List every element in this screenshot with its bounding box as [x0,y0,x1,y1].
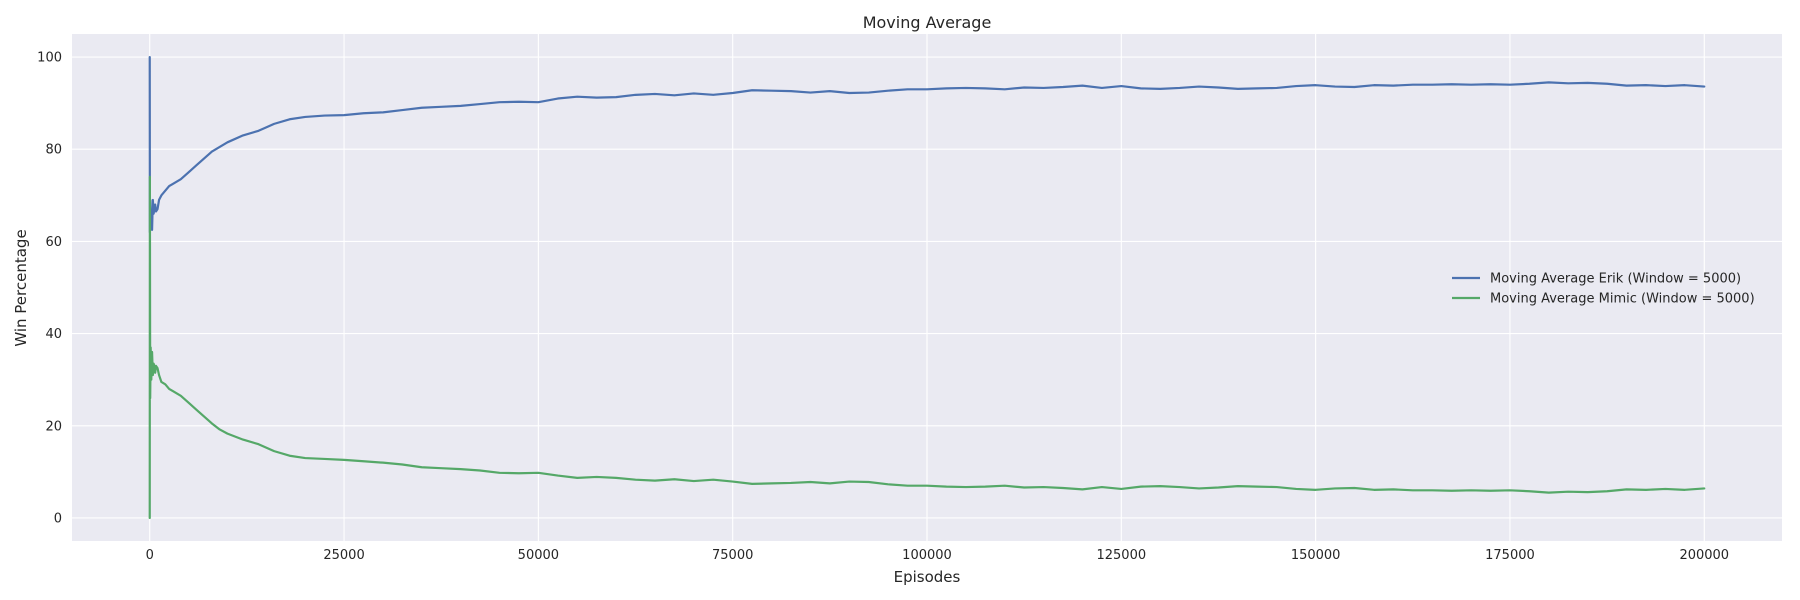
x-tick-label: 175000 [1485,548,1535,563]
x-tick-label: 25000 [323,548,364,563]
series-line-mimic [148,175,1706,520]
x-axis-label: Episodes [894,568,961,586]
legend-label: Moving Average Erik (Window = 5000) [1490,272,1741,287]
y-axis-label: Win Percentage [12,229,30,346]
y-tick-label: 80 [45,143,62,158]
x-tick-labels: 0 25000 50000 75000 100000 125000 150000 175000… [146,548,1730,563]
x-tick-label: 0 [146,548,154,563]
y-tick-label: 20 [45,419,62,434]
chart-title: Moving Average [863,13,992,32]
series-lines [148,55,1706,520]
series-line-erik [148,55,1706,234]
y-tick-label: 40 [45,327,62,342]
y-tick-label: 0 [54,511,62,526]
x-tick-label: 150000 [1291,548,1341,563]
legend-label: Moving Average Mimic (Window = 5000) [1490,292,1755,307]
y-tick-labels: 0 20 40 60 80 100 [37,51,62,527]
x-tick-label: 50000 [518,548,559,563]
legend: Moving Average Erik (Window = 5000) Movin… [1452,272,1755,307]
x-tick-label: 100000 [902,548,952,563]
y-tick-label: 60 [45,235,62,250]
y-tick-label: 100 [37,51,62,66]
x-tick-label: 200000 [1679,548,1729,563]
x-tick-label: 75000 [712,548,753,563]
x-tick-label: 125000 [1096,548,1146,563]
